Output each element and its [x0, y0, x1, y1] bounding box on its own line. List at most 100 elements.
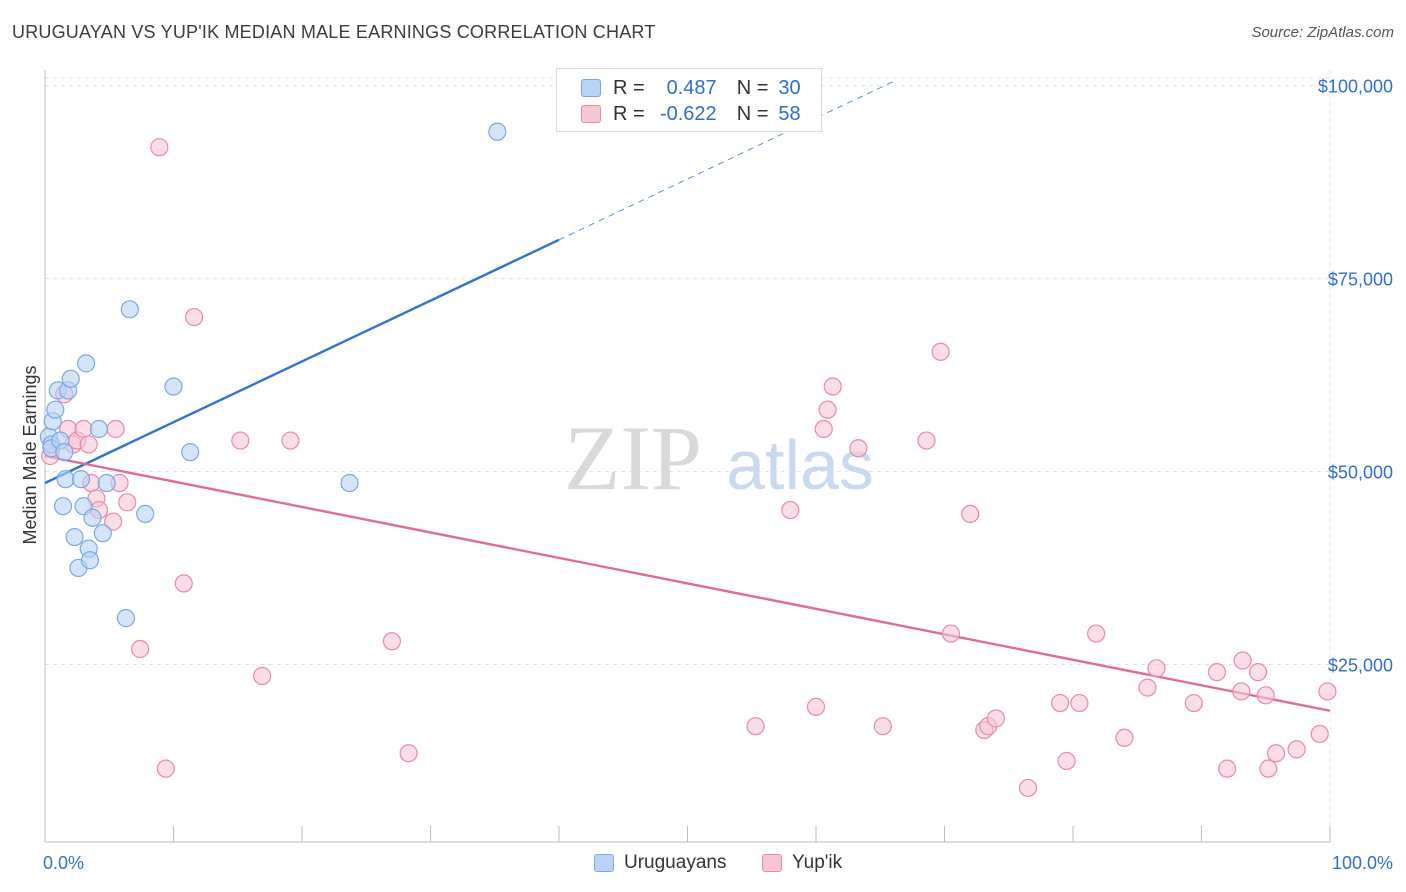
bottom-legend-swatch-pink	[762, 854, 782, 872]
point-yupik	[1287, 740, 1306, 759]
legend-r-label: R =	[613, 102, 645, 125]
point-yupik	[399, 744, 418, 763]
point-yupik	[986, 709, 1006, 728]
correlation-legend: R = 0.487 N = 30 R = -0.622 N = 58	[556, 68, 822, 132]
trend-line-uruguayans-extension	[558, 81, 894, 241]
point-yupik	[1147, 659, 1166, 678]
point-yupik	[818, 400, 837, 419]
point-yupik	[106, 419, 125, 439]
y-tick-label: $100,000	[1318, 76, 1393, 96]
point-uruguayans	[61, 369, 80, 388]
point-uruguayans	[116, 609, 136, 628]
point-yupik	[781, 500, 800, 520]
x-tick-label-left: 0.0%	[43, 853, 84, 873]
point-yupik	[1218, 759, 1237, 778]
point-yupik	[1256, 686, 1275, 705]
point-yupik	[1233, 651, 1252, 670]
bottom-legend-label: Yup'ik	[792, 852, 843, 873]
point-yupik	[1318, 682, 1337, 701]
point-yupik	[1115, 728, 1134, 747]
point-uruguayans	[65, 527, 84, 547]
legend-row-yupik: R = -0.622 N = 58	[581, 102, 801, 126]
watermark-zip: ZIP	[564, 407, 702, 509]
legend-r-label: R =	[613, 76, 645, 99]
point-uruguayans	[55, 443, 74, 462]
point-yupik	[1232, 682, 1251, 701]
point-uruguayans	[80, 551, 100, 570]
legend-n-label: N =	[736, 102, 769, 125]
point-uruguayans	[77, 354, 96, 373]
point-yupik	[1138, 678, 1157, 697]
point-yupik	[873, 717, 892, 736]
bottom-legend-label: Uruguayans	[624, 852, 727, 873]
point-yupik	[746, 717, 765, 736]
point-yupik	[174, 574, 193, 593]
y-tick-label: $75,000	[1328, 269, 1393, 289]
bottom-legend-uruguayans: Uruguayans	[594, 852, 726, 874]
point-yupik	[814, 419, 833, 439]
point-yupik	[1051, 693, 1070, 713]
point-yupik	[849, 439, 868, 458]
point-uruguayans	[340, 473, 359, 493]
point-uruguayans	[71, 470, 91, 489]
point-yupik	[281, 431, 300, 450]
trend-line-yupik	[44, 454, 1331, 712]
x-tick-label-right: 100.0%	[1332, 853, 1393, 873]
point-uruguayans	[181, 443, 200, 462]
point-yupik	[130, 639, 150, 659]
y-axis-label: Median Male Earnings	[20, 365, 40, 544]
point-uruguayans	[46, 400, 65, 419]
legend-r-value: 0.487	[666, 76, 717, 99]
point-yupik	[74, 419, 93, 439]
legend-n-value: 58	[778, 102, 801, 125]
watermark: ZIP atlas	[564, 407, 874, 509]
legend-row-uruguayans: R = 0.487 N = 30	[581, 76, 801, 100]
point-uruguayans	[164, 377, 183, 396]
point-yupik	[931, 342, 950, 361]
point-yupik	[917, 431, 936, 450]
point-yupik	[941, 624, 961, 643]
bottom-legend-swatch-blue	[594, 854, 614, 872]
point-yupik	[1266, 744, 1286, 763]
point-uruguayans	[136, 504, 155, 524]
source-label: Source: ZipAtlas.com	[1251, 24, 1394, 41]
bottom-legend-yupik: Yup'ik	[762, 852, 842, 874]
point-uruguayans	[488, 122, 507, 141]
legend-swatch-blue	[581, 79, 601, 97]
tick-labels: $100,000 $75,000 $50,000 $25,000	[1318, 76, 1393, 675]
point-yupik	[79, 435, 98, 454]
point-uruguayans	[53, 497, 73, 516]
point-yupik	[1057, 751, 1076, 771]
point-uruguayans	[120, 300, 139, 319]
y-tick-label: $50,000	[1328, 462, 1393, 482]
point-yupik	[104, 512, 123, 531]
point-uruguayans	[56, 470, 75, 489]
point-yupik	[1087, 624, 1106, 643]
point-yupik	[961, 504, 980, 524]
watermark-atlas: atlas	[726, 426, 874, 504]
point-yupik	[1310, 724, 1329, 744]
trend-lines	[44, 81, 1331, 712]
point-yupik	[1207, 663, 1227, 682]
point-yupik	[253, 666, 272, 686]
data-points	[39, 122, 1337, 798]
trend-line-uruguayans	[44, 238, 560, 485]
legend-n-label: N =	[736, 76, 769, 99]
y-tick-label: $25,000	[1328, 655, 1393, 675]
point-uruguayans	[89, 419, 109, 439]
point-yupik	[382, 632, 402, 651]
point-yupik	[1070, 693, 1089, 713]
point-uruguayans	[83, 508, 102, 527]
point-yupik	[156, 759, 175, 778]
point-yupik	[118, 493, 137, 512]
point-yupik	[231, 431, 250, 450]
legend-n-value: 30	[778, 76, 801, 99]
point-uruguayans	[93, 524, 112, 543]
point-yupik	[150, 138, 169, 157]
point-yupik	[1248, 663, 1268, 682]
chart-title: URUGUAYAN VS YUP'IK MEDIAN MALE EARNINGS…	[12, 22, 656, 42]
legend-r-value: -0.622	[659, 102, 717, 125]
point-yupik	[1018, 778, 1038, 798]
point-yupik	[1184, 693, 1203, 713]
